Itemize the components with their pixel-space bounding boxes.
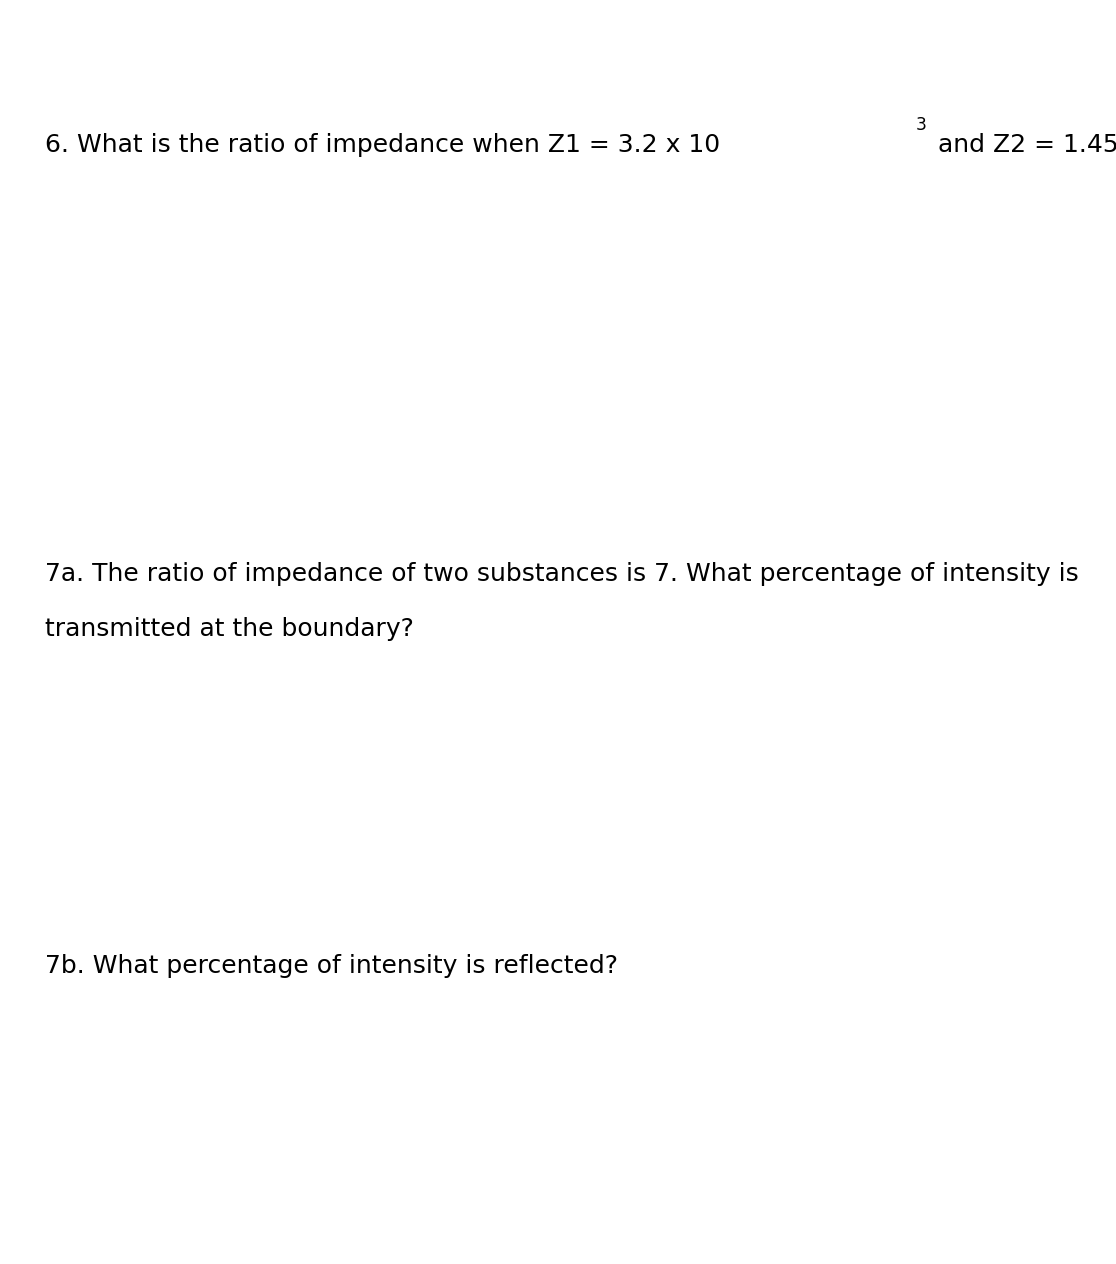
Text: 7b. What percentage of intensity is reflected?: 7b. What percentage of intensity is refl… — [45, 954, 617, 978]
Text: 3: 3 — [916, 116, 926, 134]
Text: and Z2 = 1.45 x: and Z2 = 1.45 x — [930, 133, 1116, 157]
Text: transmitted at the boundary?: transmitted at the boundary? — [45, 617, 414, 641]
Text: 7a. The ratio of impedance of two substances is 7. What percentage of intensity : 7a. The ratio of impedance of two substa… — [45, 562, 1078, 586]
Text: 6. What is the ratio of impedance when Z1 = 3.2 x 10: 6. What is the ratio of impedance when Z… — [45, 133, 720, 157]
